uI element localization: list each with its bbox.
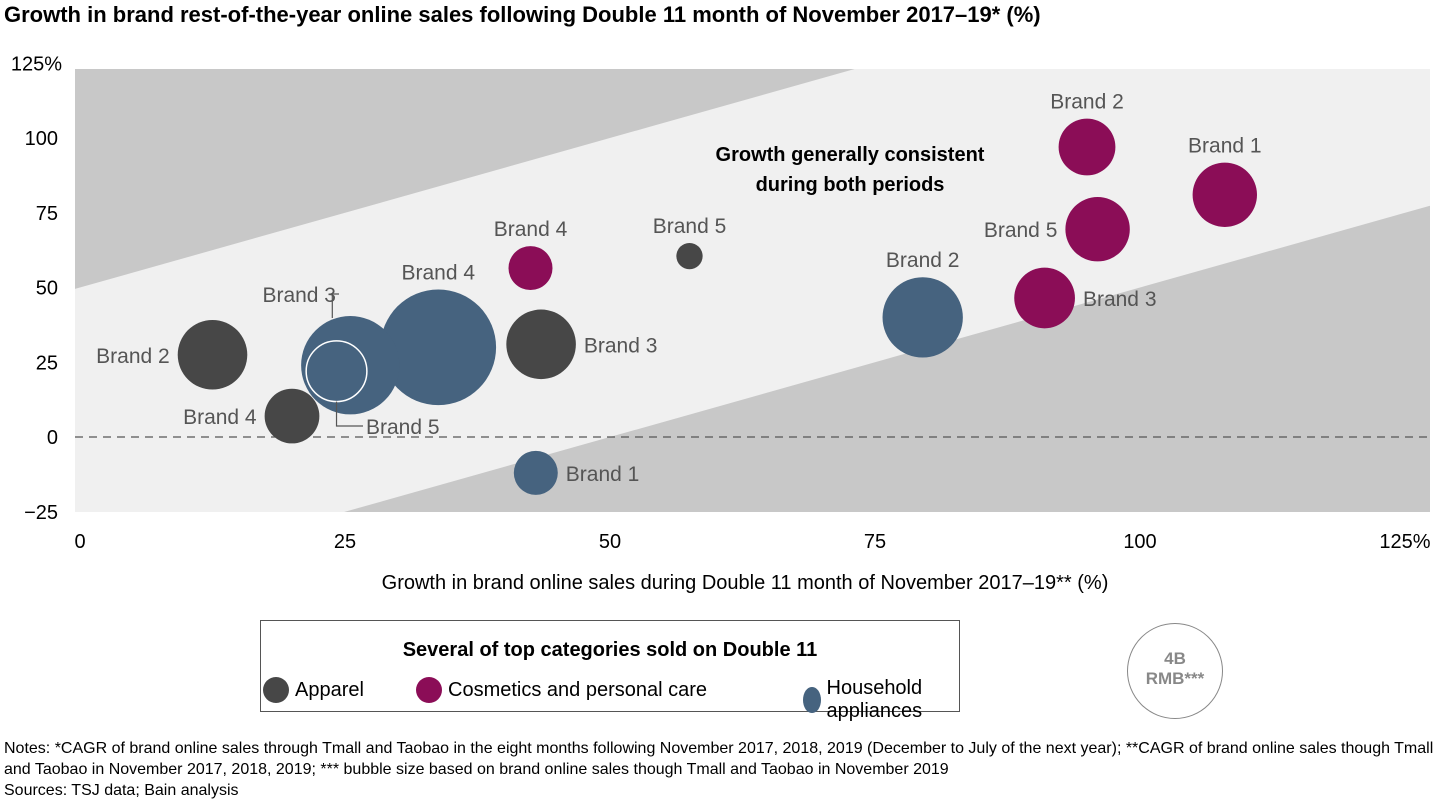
cosmetics-swatch xyxy=(416,677,442,703)
x-tick-label: 0 xyxy=(74,531,85,553)
bubble-label: Brand 4 xyxy=(401,262,475,285)
apparel-swatch xyxy=(263,677,289,703)
annotation-line-2: during both periods xyxy=(756,174,945,196)
x-axis-label: Growth in brand online sales during Doub… xyxy=(382,572,1109,594)
leader-line xyxy=(331,293,339,319)
legend-label: Household appliances xyxy=(826,677,923,722)
x-tick-label: 25 xyxy=(334,531,356,553)
legend-item-household: Household appliances xyxy=(803,677,959,723)
bubble-apparel xyxy=(177,319,248,390)
bubble-cosmetics xyxy=(1014,267,1075,329)
reference-bubble: 4B RMB*** xyxy=(1127,623,1223,719)
bubble-apparel xyxy=(676,242,703,270)
y-tick-label: 75 xyxy=(36,203,58,225)
bubble-label: Brand 2 xyxy=(886,249,960,272)
y-tick-label: 50 xyxy=(36,278,58,300)
bubble-label: Brand 5 xyxy=(653,215,727,238)
y-tick-label: 125% xyxy=(11,53,62,75)
reference-unit: RMB*** xyxy=(1145,669,1205,688)
legend-title: Several of top categories sold on Double… xyxy=(402,639,818,661)
sources: Sources: TSJ data; Bain analysis xyxy=(4,782,239,799)
bubble-label: Brand 2 xyxy=(96,345,170,368)
bubble-cosmetics xyxy=(1192,162,1257,228)
household-swatch xyxy=(803,687,821,713)
bubble-chart: 0 25 50 75 100 125% 125% 100 75 50 25 0 −25 Growth in… xyxy=(11,53,1431,594)
y-tick-label: 100 xyxy=(25,128,58,150)
legend: Several of top categories sold on Double… xyxy=(260,620,960,722)
bubble-household xyxy=(513,450,558,495)
legend-label: Cosmetics and personal care xyxy=(448,678,708,701)
bubble-label: Brand 3 xyxy=(584,334,658,357)
bubble-cosmetics xyxy=(1058,118,1116,176)
leader-line xyxy=(335,401,363,427)
x-tick-label: 50 xyxy=(599,531,621,553)
annotation-line-1: Growth generally consistent xyxy=(716,144,985,166)
bubble-cosmetics xyxy=(1065,196,1130,262)
bubble-household xyxy=(882,277,963,358)
y-tick-label: 25 xyxy=(36,352,58,374)
x-tick-label: 100 xyxy=(1123,531,1156,553)
bubble-label: Brand 2 xyxy=(1050,91,1124,114)
x-tick-label: 125% xyxy=(1379,531,1430,553)
reference-value: 4B xyxy=(1164,649,1186,668)
bubble-apparel xyxy=(506,309,576,380)
y-tick-label: −25 xyxy=(24,502,58,524)
bubble-label: Brand 5 xyxy=(984,219,1058,242)
bubble-label: Brand 4 xyxy=(183,406,257,429)
bubble-label: Brand 1 xyxy=(1188,135,1262,158)
legend-label: Apparel xyxy=(295,678,364,701)
bubble-cosmetics xyxy=(508,246,553,291)
bubble-label: Brand 4 xyxy=(494,218,568,241)
chart-title: Growth in brand rest-of-the-year online … xyxy=(4,2,1041,27)
footnotes: Notes: *CAGR of brand online sales throu… xyxy=(4,738,1440,801)
x-tick-label: 75 xyxy=(864,531,886,553)
bubble-household xyxy=(380,289,497,406)
notes: Notes: *CAGR of brand online sales throu… xyxy=(4,740,1434,778)
upper-band xyxy=(75,69,855,289)
bubble-label: Brand 3 xyxy=(262,284,336,307)
legend-item-cosmetics: Cosmetics and personal care xyxy=(416,677,707,703)
legend-item-apparel: Apparel xyxy=(263,677,364,703)
bubble-label: Brand 1 xyxy=(566,463,640,486)
bubble-label: Brand 3 xyxy=(1083,288,1157,311)
bubble-household xyxy=(305,340,368,403)
lower-band xyxy=(344,205,1430,512)
bubble-apparel xyxy=(264,388,320,444)
y-tick-label: 0 xyxy=(47,427,58,449)
bubble-label: Brand 5 xyxy=(366,416,440,439)
